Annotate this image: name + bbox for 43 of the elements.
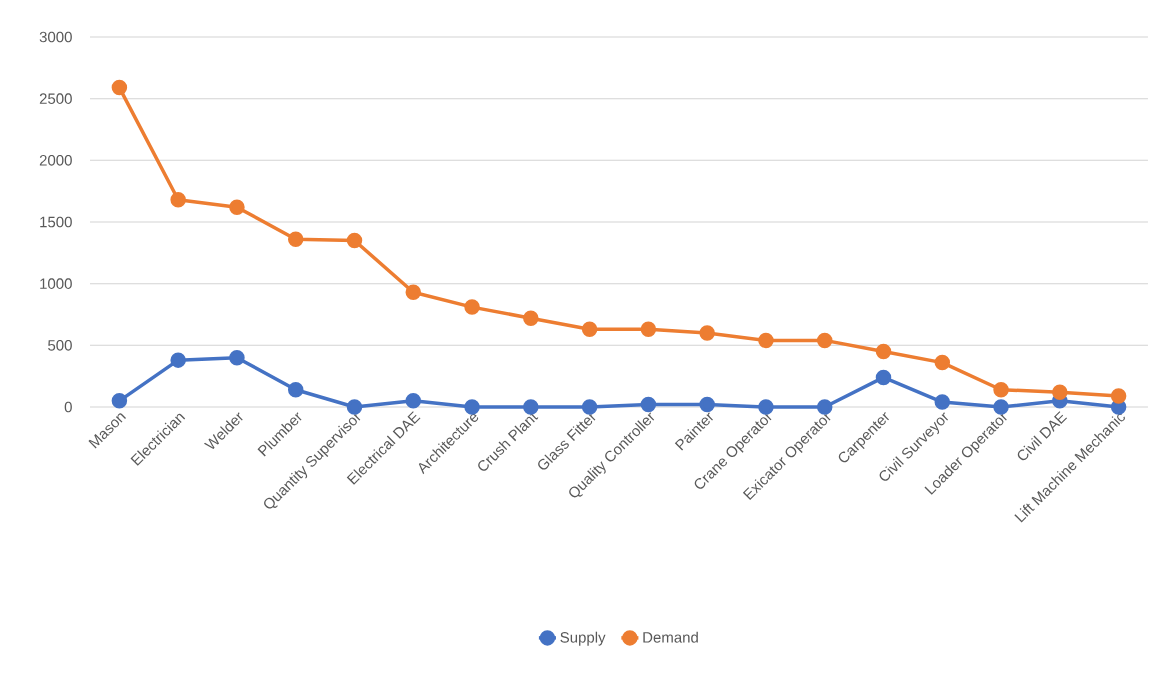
point — [993, 399, 1009, 415]
point — [405, 393, 422, 409]
point — [1110, 388, 1127, 404]
point — [875, 369, 892, 386]
y-tick-label: 500 — [48, 340, 72, 351]
point — [934, 394, 951, 410]
point — [405, 284, 422, 301]
point — [758, 399, 774, 415]
point — [875, 343, 892, 360]
point — [464, 399, 480, 415]
point — [816, 332, 833, 349]
point — [640, 396, 657, 413]
y-tick-label: 3000 — [39, 31, 72, 43]
point — [816, 399, 833, 415]
legend-label: Supply — [560, 631, 606, 646]
point — [523, 399, 539, 415]
point — [1052, 384, 1068, 400]
y-tick-label: 2500 — [39, 93, 72, 104]
point — [287, 381, 304, 398]
point — [581, 399, 598, 415]
point — [523, 310, 539, 326]
y-tick-label: 2000 — [39, 155, 72, 166]
point — [934, 354, 951, 371]
point — [170, 192, 186, 208]
point — [758, 332, 774, 349]
y-tick-label: 0 — [64, 401, 72, 413]
y-tick-label: 1000 — [40, 278, 72, 289]
point — [229, 349, 245, 366]
point — [346, 399, 363, 415]
point — [111, 393, 128, 409]
point — [464, 299, 480, 315]
point — [170, 352, 186, 368]
point — [640, 321, 657, 338]
point — [346, 232, 363, 249]
point — [229, 199, 245, 215]
point — [993, 381, 1009, 398]
point — [111, 79, 128, 96]
point — [699, 396, 715, 413]
point — [287, 231, 304, 248]
legend-label: Demand — [643, 631, 698, 643]
y-tick-label: 1500 — [40, 216, 72, 228]
point — [699, 325, 715, 341]
point — [581, 321, 598, 338]
